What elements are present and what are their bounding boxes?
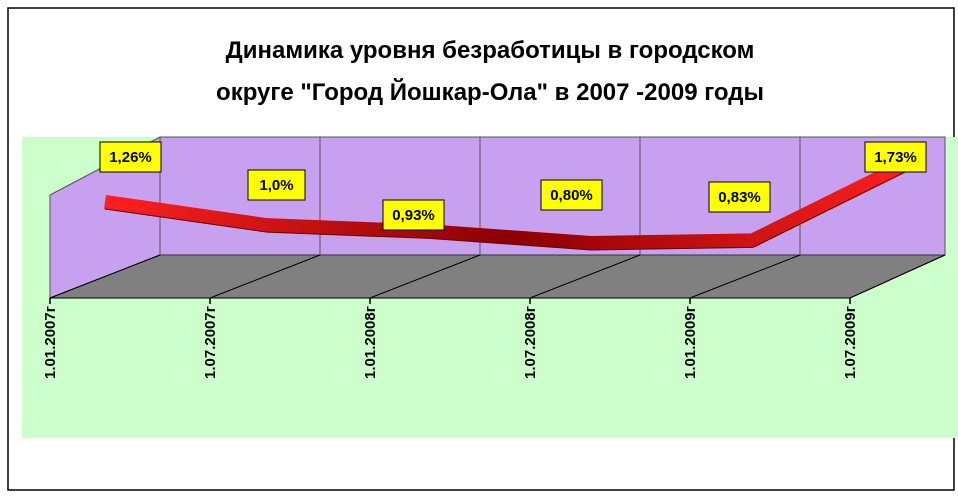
data-label-box xyxy=(382,199,445,231)
data-label: 1,73% xyxy=(874,149,917,166)
floor-line xyxy=(689,254,801,299)
floor xyxy=(49,254,946,299)
x-tick-label: 1.01.2007г xyxy=(42,306,59,379)
line-ribbon xyxy=(104,153,919,250)
floor-line xyxy=(529,254,641,299)
floor-line xyxy=(49,254,161,299)
data-label-box xyxy=(99,141,162,173)
chart-title: округе "Город Йошкар-Ола" в 2007 -2009 г… xyxy=(216,78,764,106)
floor-line xyxy=(849,254,946,299)
x-tick-label: 1.07.2008г xyxy=(522,306,539,379)
x-tick-label: 1.01.2008г xyxy=(362,306,379,379)
data-label: 0,83% xyxy=(718,189,761,206)
x-tick-label: 1.07.2009г xyxy=(842,306,859,379)
data-label-box xyxy=(708,181,771,213)
data-label-box xyxy=(540,179,603,211)
data-label: 0,93% xyxy=(392,207,435,224)
data-label: 1,0% xyxy=(259,177,293,194)
data-label-box xyxy=(247,169,306,201)
data-label: 1,26% xyxy=(109,149,152,166)
data-label: 0,80% xyxy=(550,187,593,204)
x-tick-label: 1.01.2009г xyxy=(682,306,699,379)
chart-title: Динамика уровня безработицы в городском xyxy=(226,37,755,64)
ribbon-edge xyxy=(104,166,916,251)
floor-line xyxy=(209,254,321,299)
x-tick-label: 1.07.2007г xyxy=(202,306,219,379)
floor-line xyxy=(369,254,481,299)
data-label-box xyxy=(864,141,927,173)
